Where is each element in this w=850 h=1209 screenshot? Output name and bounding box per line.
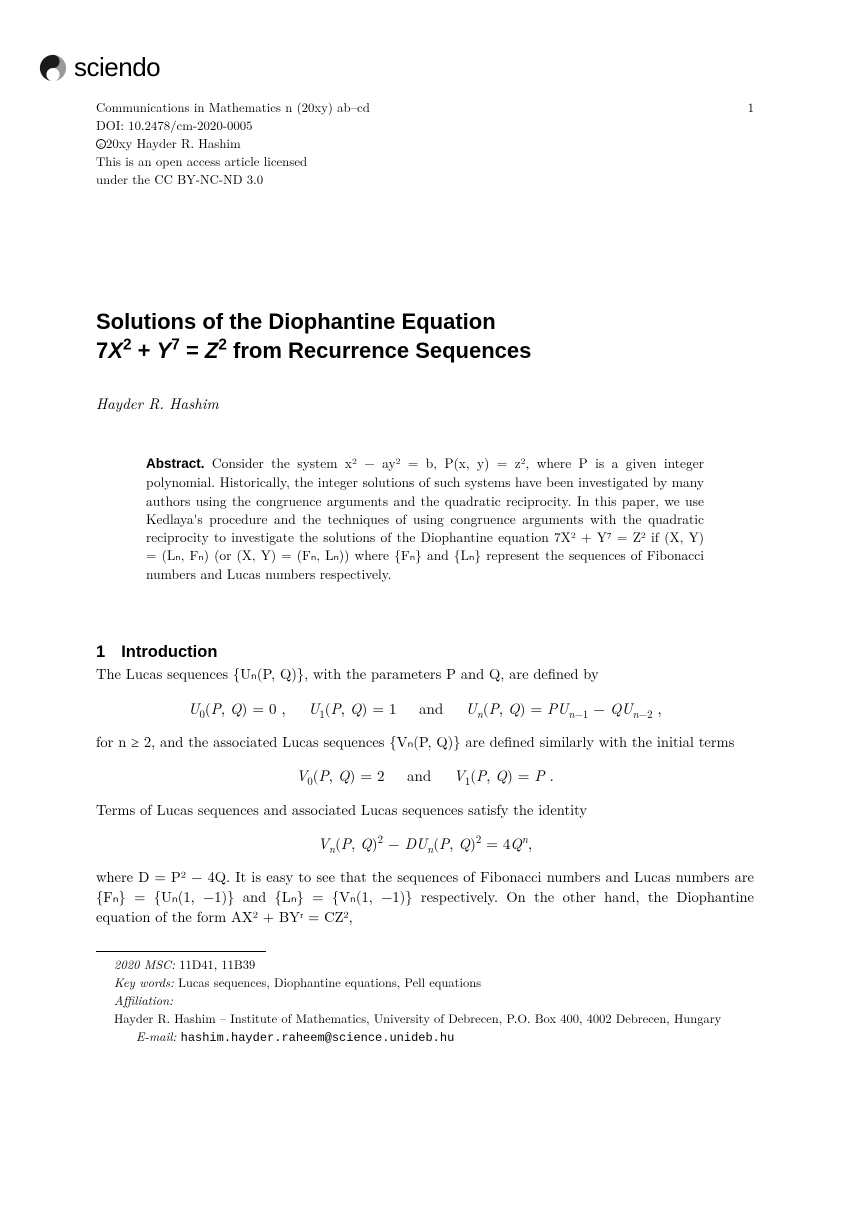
abstract-text: Consider the system x² − ay² = b, P(x, y…	[146, 453, 704, 582]
abstract: Abstract. Consider the system x² − ay² =…	[146, 454, 704, 583]
copyright-icon: c	[96, 139, 106, 149]
author-name: Hayder R. Hashim	[96, 394, 754, 414]
email-line: E-mail: hashim.hayder.raheem@science.uni…	[96, 1028, 754, 1046]
footnotes: 2020 MSC: 11D41, 11B39 Key words: Lucas …	[96, 956, 754, 1046]
msc-label: 2020 MSC:	[114, 955, 175, 973]
publisher-name: sciendo	[74, 50, 160, 85]
keywords-label: Key words:	[114, 973, 174, 991]
doi: DOI: 10.2478/cm-2020-0005	[96, 117, 754, 135]
paragraph-4: where D = P² − 4Q. It is easy to see tha…	[96, 868, 754, 927]
msc-line: 2020 MSC: 11D41, 11B39	[96, 956, 754, 973]
journal-reference: Communications in Mathematics n (20xy) a…	[96, 99, 370, 117]
article-title: Solutions of the Diophantine Equation 7X…	[96, 307, 754, 366]
paragraph-2: for n ≥ 2, and the associated Lucas sequ…	[96, 733, 754, 753]
license-line-1: This is an open access article licensed	[96, 153, 754, 171]
equation-1: U0(P, Q) = 0 , U1(P, Q) = 1 and Un(P, Q)…	[96, 699, 754, 719]
section-title: Introduction	[121, 643, 217, 661]
paragraph-1: The Lucas sequences {Uₙ(P, Q)}, with the…	[96, 665, 754, 685]
equation-3: Vn(P, Q)2 − DUn(P, Q)2 = 4Qn,	[96, 834, 754, 854]
article-meta: Communications in Mathematics n (20xy) a…	[96, 99, 754, 189]
sciendo-logo-icon	[38, 53, 68, 83]
affiliation-label-line: Affiliation:	[96, 992, 754, 1009]
equation-2: V0(P, Q) = 2 and V1(P, Q) = P .	[96, 766, 754, 786]
section-number: 1	[96, 643, 105, 661]
affiliation-text: Hayder R. Hashim – Institute of Mathemat…	[96, 1010, 754, 1027]
abstract-label: Abstract.	[146, 456, 205, 471]
section-heading: 1 Introduction	[96, 641, 754, 663]
paragraph-3: Terms of Lucas sequences and associated …	[96, 801, 754, 821]
page: sciendo Communications in Mathematics n …	[0, 0, 850, 1086]
author-email[interactable]: hashim.hayder.raheem@science.unideb.hu	[181, 1031, 455, 1045]
license-line-2: under the CC BY-NC-ND 3.0	[96, 171, 754, 189]
email-label: E-mail:	[136, 1027, 176, 1045]
publisher-logo: sciendo	[38, 50, 754, 85]
keywords-line: Key words: Lucas sequences, Diophantine …	[96, 974, 754, 991]
page-number: 1	[748, 99, 754, 117]
affiliation-label: Affiliation:	[114, 991, 173, 1009]
footnote-rule	[96, 951, 266, 952]
copyright-line: c20xy Hayder R. Hashim	[96, 135, 754, 153]
title-block: Solutions of the Diophantine Equation 7X…	[96, 307, 754, 415]
